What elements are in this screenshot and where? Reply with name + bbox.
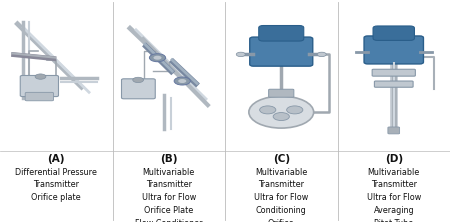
Text: (D): (D) [385,154,403,164]
Circle shape [153,56,162,60]
Text: Orifice Plate: Orifice Plate [144,206,194,215]
Circle shape [236,52,245,57]
FancyBboxPatch shape [372,69,415,76]
Circle shape [273,113,289,121]
Text: Flow Conditioner: Flow Conditioner [135,219,202,222]
FancyBboxPatch shape [374,81,413,87]
Text: Ultra for Flow: Ultra for Flow [367,193,421,202]
Text: (C): (C) [273,154,290,164]
Text: (B): (B) [160,154,177,164]
FancyBboxPatch shape [250,37,313,66]
Text: Orifice plate: Orifice plate [32,193,81,202]
Circle shape [260,106,276,114]
FancyBboxPatch shape [388,127,400,134]
Text: Conditioning: Conditioning [256,206,306,215]
Circle shape [133,77,144,83]
Text: Multivariable: Multivariable [143,168,195,176]
Text: Averaging: Averaging [374,206,414,215]
Text: Ultra for Flow: Ultra for Flow [254,193,308,202]
Circle shape [149,54,166,62]
FancyBboxPatch shape [259,26,304,41]
FancyBboxPatch shape [25,92,54,101]
Circle shape [249,96,314,128]
Text: Pitot Tube: Pitot Tube [374,219,414,222]
FancyBboxPatch shape [269,89,294,97]
Text: Orifice: Orifice [268,219,295,222]
Text: Transmitter: Transmitter [33,180,79,189]
Circle shape [35,74,46,79]
FancyBboxPatch shape [20,75,58,97]
Text: Ultra for Flow: Ultra for Flow [142,193,196,202]
Text: Transmitter: Transmitter [258,180,304,189]
Text: Transmitter: Transmitter [146,180,192,189]
FancyBboxPatch shape [122,79,155,99]
Text: (A): (A) [48,154,65,164]
FancyBboxPatch shape [373,26,414,40]
FancyBboxPatch shape [364,36,423,64]
Text: Multivariable: Multivariable [255,168,307,176]
Circle shape [178,79,186,83]
Text: Differential Pressure: Differential Pressure [15,168,97,176]
Circle shape [174,77,190,85]
Circle shape [287,106,303,114]
Text: Transmitter: Transmitter [371,180,417,189]
Circle shape [317,52,326,57]
Text: Multivariable: Multivariable [368,168,420,176]
